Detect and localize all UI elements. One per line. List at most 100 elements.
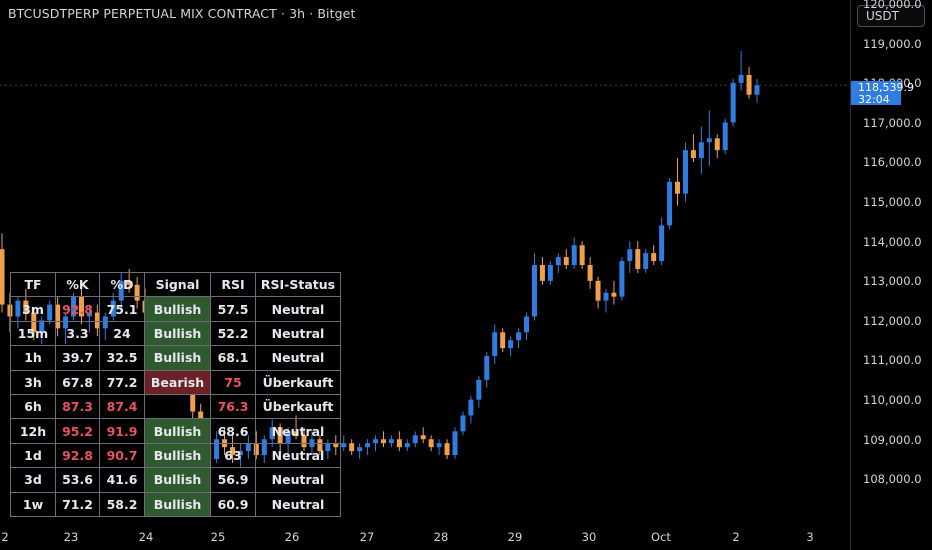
col-header-tf: TF <box>10 271 56 298</box>
col-header-k: %K <box>55 271 100 298</box>
price-tick-label: 117,000.0 <box>863 115 922 130</box>
table-row: 3m 92.8 75.1 Bullish 57.5 Neutral <box>10 296 341 322</box>
candle <box>396 431 402 452</box>
candle-body <box>524 316 530 333</box>
price-tick-label: 108,000.0 <box>863 472 922 487</box>
cell-d: 91.9 <box>99 418 145 444</box>
candle-body <box>444 443 450 456</box>
price-tick-label: 113,000.0 <box>863 274 922 289</box>
candle-body <box>722 122 728 151</box>
table-row: 6h 87.3 87.4 76.3 Überkauft <box>10 393 341 420</box>
cell-tf: 3h <box>10 369 56 395</box>
candle <box>595 276 601 309</box>
time-tick-label: Oct <box>651 530 671 544</box>
table-row: 1d 92.8 90.7 Bullish 63 Neutral <box>10 442 341 469</box>
candle <box>587 257 593 289</box>
candle <box>571 237 577 269</box>
cell-d: 90.7 <box>99 442 145 469</box>
table-row: 3h 67.8 77.2 Bearish 75 Überkauft <box>10 369 341 395</box>
cell-signal: Bullish <box>144 491 211 517</box>
candle-body <box>651 253 657 262</box>
current-price-tag: 118,539.9 32:04 <box>851 81 914 106</box>
cell-tf: 1h <box>10 345 56 371</box>
cell-d: 41.6 <box>99 467 145 493</box>
time-tick-label: 2 <box>732 530 740 544</box>
cell-rsi: 76.3 <box>210 393 256 420</box>
time-tick-label: 30 <box>581 530 597 544</box>
time-tick-label: 3 <box>806 530 814 544</box>
candle <box>619 257 625 301</box>
cell-k: 87.3 <box>55 393 100 420</box>
cell-rsi: 68.6 <box>210 418 256 444</box>
candle <box>714 134 720 159</box>
candle <box>738 51 744 91</box>
cell-rsi-status: Neutral <box>255 296 341 322</box>
candle-body <box>690 150 696 159</box>
candle <box>412 431 418 448</box>
cell-rsi-status: Überkauft <box>255 393 341 420</box>
candle-body <box>484 356 490 380</box>
col-header-rsi: RSI <box>210 271 256 298</box>
candle <box>484 352 490 388</box>
cell-k: 92.8 <box>55 296 100 322</box>
candle <box>754 78 760 103</box>
candle <box>516 328 522 349</box>
candle-body <box>516 332 522 341</box>
cell-signal: Bullish <box>144 418 211 444</box>
price-tick-label: 111,000.0 <box>863 353 922 368</box>
cell-d: 75.1 <box>99 296 145 322</box>
candle-body <box>452 431 458 456</box>
current-price-label: 118,539.9 <box>858 81 914 94</box>
table-row: 1w 71.2 58.2 Bullish 60.9 Neutral <box>10 491 341 517</box>
cell-d: 24 <box>99 320 145 347</box>
candle-body <box>412 435 418 444</box>
price-tick-label: 119,000.0 <box>863 36 922 51</box>
price-tick-label: 115,000.0 <box>863 195 922 209</box>
candle-body <box>341 443 347 448</box>
cell-rsi: 60.9 <box>210 491 256 517</box>
cell-signal: Bullish <box>144 442 211 469</box>
candle <box>500 328 506 353</box>
candle-body <box>579 245 585 265</box>
cell-rsi: 57.5 <box>210 296 256 322</box>
candle <box>698 126 704 174</box>
chart-title: BTCUSDTPERP PERPETUAL MIX CONTRACT · 3h … <box>8 6 356 21</box>
candle <box>563 249 569 269</box>
candle <box>380 431 386 448</box>
candle <box>0 233 5 313</box>
candle-body <box>404 443 410 448</box>
candle-body <box>500 332 506 349</box>
col-header-d: %D <box>99 271 145 298</box>
candle-body <box>539 265 545 281</box>
candle <box>611 280 617 305</box>
candle-body <box>476 379 482 400</box>
table-row: 12h 95.2 91.9 Bullish 68.6 Neutral <box>10 418 341 444</box>
candle <box>675 158 681 206</box>
time-tick-label: 29 <box>507 530 523 544</box>
candle-body <box>738 74 744 83</box>
time-tick-label: 28 <box>433 530 449 544</box>
candle <box>547 261 553 285</box>
price-tick-label: 109,000.0 <box>863 432 922 447</box>
candle <box>579 241 585 269</box>
price-tick-label: 120,000.0 <box>863 0 922 11</box>
candle-body <box>357 447 363 452</box>
candle <box>349 439 355 456</box>
candle <box>492 324 498 364</box>
time-tick-label: 25 <box>210 530 226 544</box>
candle <box>428 435 434 452</box>
candle-body <box>563 257 569 265</box>
col-header-rsi-status: RSI-Status <box>255 271 341 298</box>
cell-tf: 1d <box>10 442 56 469</box>
candle-body <box>698 142 704 159</box>
candle <box>468 395 474 424</box>
cell-rsi-status: Neutral <box>255 320 341 347</box>
candle-body <box>508 340 514 349</box>
currency-button[interactable]: USDT <box>857 5 925 27</box>
cell-tf: 3m <box>10 296 56 322</box>
cell-rsi: 63 <box>210 442 256 469</box>
cell-signal <box>144 393 211 420</box>
cell-k: 95.2 <box>55 418 100 444</box>
cell-rsi-status: Neutral <box>255 345 341 371</box>
candle <box>659 217 665 265</box>
